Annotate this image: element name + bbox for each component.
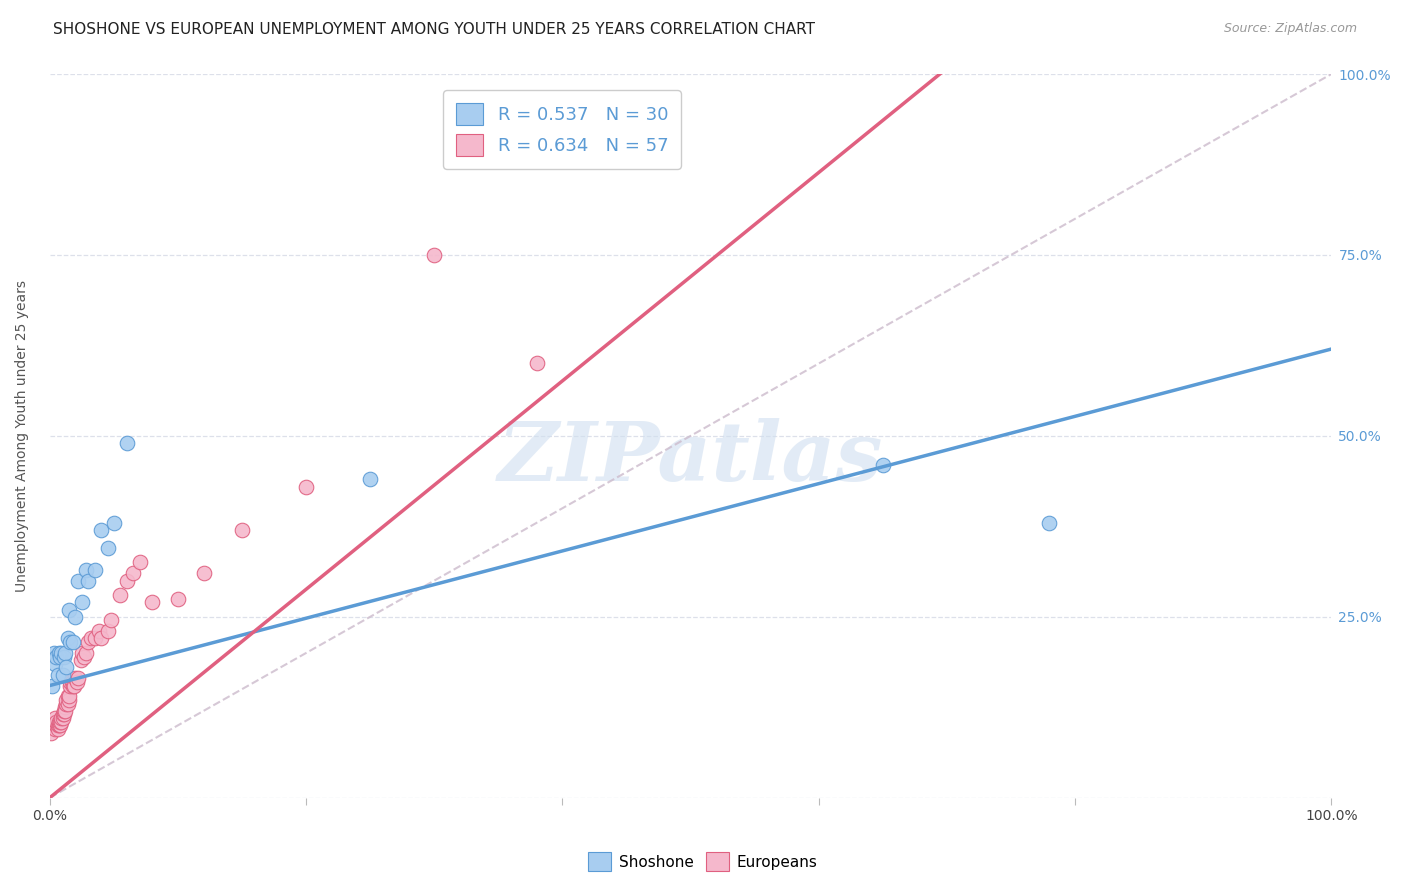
Point [141,595,163,609]
Point [58,690,80,704]
Point [53,700,76,714]
Point [53,646,76,660]
Point [58,693,80,707]
Point [49,649,72,664]
Point [75,646,97,660]
Legend: R = 0.537   N = 30, R = 0.634   N = 57: R = 0.537 N = 30, R = 0.634 N = 57 [443,90,681,169]
Point [66,674,89,689]
Point [526,356,548,370]
Point [56,632,79,646]
Point [53,704,76,718]
Point [110,588,132,602]
Point [359,472,381,486]
Point [96,624,118,639]
Point [51,711,73,725]
Text: SHOSHONE VS EUROPEAN UNEMPLOYMENT AMONG YOUTH UNDER 25 YEARS CORRELATION CHART: SHOSHONE VS EUROPEAN UNEMPLOYMENT AMONG … [53,22,815,37]
Point [62,679,84,693]
Point [44,722,66,736]
Point [73,649,96,664]
Point [100,613,122,627]
Point [80,632,103,646]
Point [75,563,97,577]
Point [52,649,75,664]
Point [44,711,66,725]
Point [83,563,105,577]
Point [501,125,523,139]
Point [52,704,75,718]
Point [295,479,318,493]
Point [59,674,82,689]
Point [46,667,69,681]
Point [44,657,66,671]
Point [45,718,67,732]
Point [59,679,82,693]
Point [39,725,62,739]
Point [423,248,446,262]
Point [70,646,93,660]
Point [52,711,75,725]
Point [41,679,63,693]
Point [63,679,86,693]
Text: Source: ZipAtlas.com: Source: ZipAtlas.com [1223,22,1357,36]
Point [77,574,100,588]
Point [65,609,87,624]
Point [56,690,79,704]
Point [48,646,70,660]
Point [103,516,125,530]
Point [42,646,65,660]
Point [1038,516,1060,530]
Point [46,718,69,732]
Point [70,595,93,609]
Point [83,632,105,646]
Point [90,632,112,646]
Point [49,718,72,732]
Point [55,697,77,711]
Point [49,714,72,729]
Text: ZIPatlas: ZIPatlas [498,417,883,498]
Legend: Shoshone, Europeans: Shoshone, Europeans [582,847,824,877]
Point [167,591,190,606]
Point [46,722,69,736]
Point [96,541,118,555]
Point [872,458,894,472]
Point [55,660,77,674]
Point [48,714,70,729]
Point [90,523,112,537]
Point [128,556,150,570]
Point [193,566,215,581]
Point [48,718,70,732]
Point [59,635,82,649]
Point [41,718,63,732]
Point [51,714,73,729]
Point [45,649,67,664]
Point [66,671,89,685]
Point [65,671,87,685]
Point [51,646,73,660]
Point [45,714,67,729]
Point [66,574,89,588]
Point [115,436,138,450]
Point [52,667,75,681]
Point [60,674,83,689]
Point [115,574,138,588]
Point [69,653,91,667]
Point [56,697,79,711]
Point [42,718,65,732]
Point [52,707,75,722]
Point [122,566,145,581]
Point [62,635,84,649]
Point [52,707,75,722]
Point [231,523,253,537]
Point [77,635,100,649]
Point [55,693,77,707]
Y-axis label: Unemployment Among Youth under 25 years: Unemployment Among Youth under 25 years [15,280,30,592]
Point [58,602,80,616]
Point [87,624,110,639]
